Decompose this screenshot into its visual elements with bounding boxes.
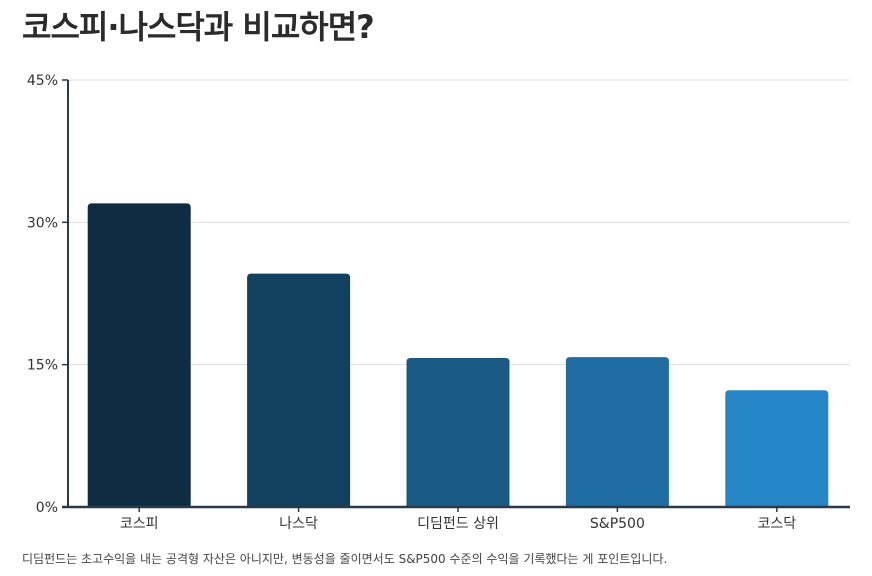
bar	[247, 273, 351, 507]
y-tick-label: 0%	[36, 500, 58, 516]
x-tick-label: 코스닥	[757, 516, 796, 532]
x-tick-label: 나스닥	[279, 516, 318, 532]
x-tick-label: 디딤펀드 상위	[417, 516, 499, 532]
bar	[406, 358, 510, 507]
chart-title: 코스피·나스닥과 비교하면?	[22, 8, 375, 46]
footnote: 디딤펀드는 초고수익을 내는 공격형 자산은 아니지만, 변동성을 줄이면서도 …	[22, 552, 668, 566]
bar	[565, 357, 669, 507]
bar	[87, 203, 191, 507]
y-tick-label: 15%	[27, 358, 58, 374]
axes	[62, 79, 850, 512]
x-tick-label: 코스피	[120, 516, 159, 532]
bar-chart: 0% 15% 30% 45% 코스피 나스닥 디딤펀드 상위 S&P500 코스닥	[27, 73, 850, 532]
tick-labels: 0% 15% 30% 45% 코스피 나스닥 디딤펀드 상위 S&P500 코스닥	[27, 73, 796, 532]
x-tick-label: S&P500	[590, 516, 645, 532]
bar	[725, 390, 829, 507]
bars	[87, 203, 829, 507]
y-tick-label: 30%	[27, 215, 58, 231]
y-tick-label: 45%	[27, 73, 58, 89]
